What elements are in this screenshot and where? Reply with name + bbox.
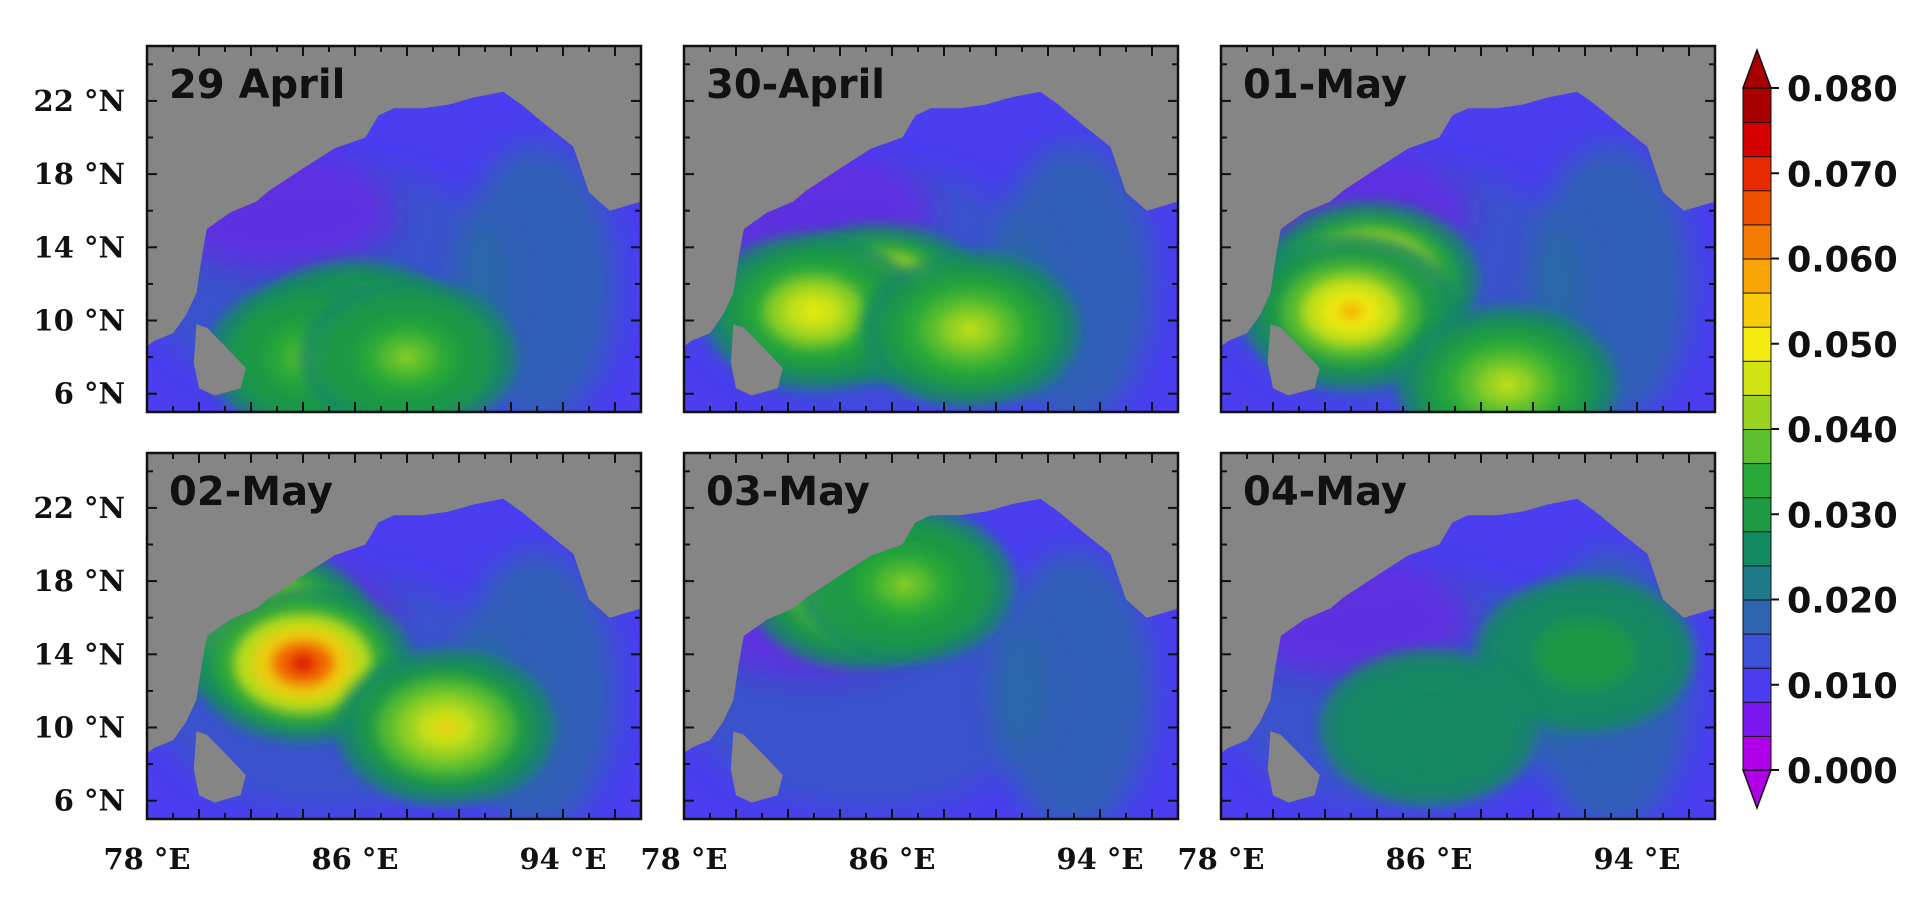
y-tick-label: 14 °N [34, 230, 125, 264]
colorbar-segment [1742, 121, 1772, 158]
y-tick-label: 18 °N [34, 564, 125, 598]
hotspot-3-2 [1241, 233, 1461, 390]
panel-frame [145, 451, 643, 821]
colorbar-tick-label: 0.020 [1787, 582, 1898, 622]
colorbar-segment [1742, 360, 1772, 396]
colorbar-tick-label: 0.030 [1787, 496, 1898, 536]
map-panel-6: 04-May [1219, 451, 1717, 821]
panel-frame [682, 44, 1180, 414]
panel-frame [1219, 44, 1717, 414]
colorbar-segment [1742, 326, 1772, 362]
colorbar-segment [1742, 394, 1772, 430]
colorbar-segment [1742, 701, 1772, 737]
x-tick-label: 94 °E [1593, 842, 1680, 876]
hotspot-1-3 [297, 279, 517, 412]
map-panel-1: 29 April [145, 44, 643, 414]
sri-lanka-land [193, 324, 246, 396]
colorbar-segment [1742, 530, 1772, 567]
hotspot-6-2 [1319, 649, 1539, 806]
x-tick-label: 78 °E [640, 842, 727, 876]
hotspot-2-3 [860, 251, 1080, 408]
land-mass [147, 46, 641, 347]
panel-frame [682, 451, 1180, 821]
map-panel-3: 01-May [1219, 44, 1717, 414]
panel-title: 03-May [706, 469, 870, 515]
map-panel-4: 02-May [145, 451, 643, 821]
panel-ticks [683, 453, 1179, 819]
colorbar-segment [1742, 428, 1772, 465]
panel-ticks [1220, 453, 1716, 819]
colorbar-segment [1742, 667, 1772, 703]
hotspot-4-3 [336, 649, 556, 806]
sri-lanka-land [1267, 731, 1320, 803]
colorbar-segment [1742, 223, 1772, 260]
hotspot-4-2 [193, 585, 413, 742]
sri-lanka-land [730, 324, 783, 396]
y-tick-label: 18 °N [34, 157, 125, 191]
panel-ticks [146, 46, 642, 412]
panel-title: 01-May [1243, 62, 1407, 108]
colorbar-max-arrow [1741, 47, 1773, 89]
x-tick-label: 94 °E [1056, 842, 1143, 876]
land-mass [147, 453, 641, 754]
colorbar-tick-label: 0.050 [1787, 326, 1898, 366]
colorbar-segment [1742, 189, 1772, 226]
panel-frame [145, 44, 643, 414]
sri-lanka-land [1267, 324, 1320, 396]
y-tick-label: 6 °N [54, 377, 125, 411]
x-tick-label: 86 °E [311, 842, 398, 876]
colorbar-tick-label: 0.000 [1787, 752, 1898, 792]
x-tick-label: 94 °E [519, 842, 606, 876]
colorbar-segment [1742, 292, 1772, 328]
land-mass [684, 453, 1178, 754]
y-tick-label: 14 °N [34, 637, 125, 671]
colorbar-min-arrow [1741, 769, 1773, 811]
panel-ticks [683, 46, 1179, 412]
y-tick-label: 22 °N [34, 491, 125, 525]
colorbar: 0.080 0.070 0.060 0.050 0.040 0.030 0.020 0.010… [1741, 47, 1898, 811]
y-tick-label: 10 °N [34, 711, 125, 745]
colorbar-segment [1742, 258, 1772, 294]
y-tick-label: 22 °N [34, 84, 125, 118]
map-panel-2: 30-April [682, 44, 1180, 414]
panel-title: 04-May [1243, 469, 1407, 515]
colorbar-segment [1742, 496, 1772, 533]
panel-title: 29 April [169, 62, 345, 108]
land-mass [1221, 46, 1715, 347]
sri-lanka-land [730, 731, 783, 803]
colorbar-segment [1742, 599, 1772, 635]
colorbar-segment [1742, 462, 1772, 499]
land-mass [1221, 453, 1715, 754]
colorbar-segment [1742, 735, 1772, 772]
panel-ticks [1220, 46, 1716, 412]
panel-frame [1219, 451, 1717, 821]
colorbar-segment [1742, 633, 1772, 669]
panel-title: 30-April [706, 62, 885, 108]
colorbar-tick-label: 0.070 [1787, 155, 1898, 195]
colorbar-segment [1742, 155, 1772, 192]
land-mass [684, 46, 1178, 347]
colorbar-segment [1742, 87, 1772, 124]
x-tick-label: 78 °E [1177, 842, 1264, 876]
map-panel-5: 03-May [682, 451, 1180, 821]
colorbar-tick-label: 0.060 [1787, 241, 1898, 281]
x-tick-label: 86 °E [848, 842, 935, 876]
colorbar-segment [1742, 564, 1772, 601]
x-tick-label: 78 °E [103, 842, 190, 876]
colorbar-tick-label: 0.080 [1787, 70, 1898, 110]
hotspot-3-3 [1397, 306, 1617, 412]
x-tick-label: 86 °E [1385, 842, 1472, 876]
colorbar-tick-label: 0.010 [1787, 667, 1898, 707]
y-tick-label: 6 °N [54, 784, 125, 818]
colorbar-tick-label: 0.040 [1787, 411, 1898, 451]
panel-ticks [146, 453, 642, 819]
hotspot-6-1 [1475, 576, 1695, 733]
sri-lanka-land [193, 731, 246, 803]
y-tick-label: 10 °N [34, 304, 125, 338]
panel-title: 02-May [169, 469, 333, 515]
